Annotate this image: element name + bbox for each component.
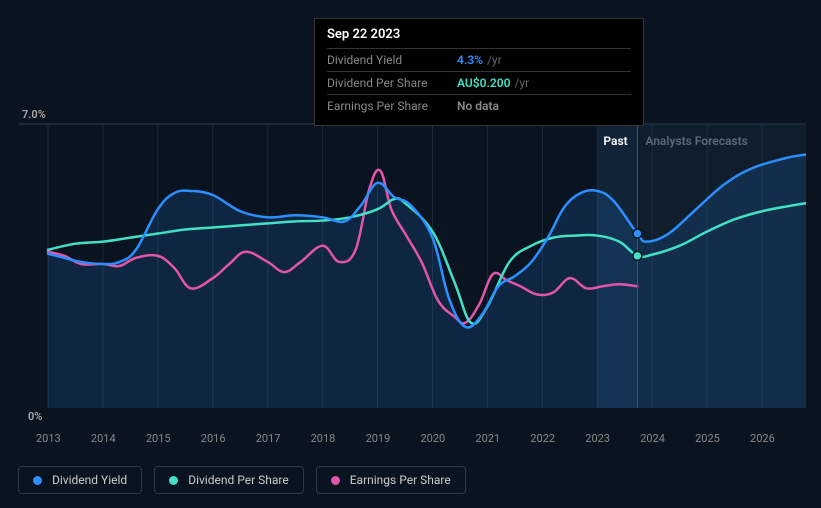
x-axis-tick-label: 2016 — [201, 432, 226, 445]
tooltip-row: Dividend Yield 4.3% /yr — [327, 48, 631, 71]
past-region-label: Past — [603, 134, 627, 148]
tooltip-value: No data — [457, 99, 499, 113]
tooltip-label: Dividend Yield — [327, 53, 457, 67]
x-axis-tick-label: 2023 — [585, 432, 610, 445]
legend-label: Dividend Yield — [52, 473, 127, 487]
tooltip-unit: /yr — [514, 76, 529, 90]
x-axis-tick-label: 2019 — [366, 432, 391, 445]
x-axis-tick-label: 2013 — [36, 432, 61, 445]
tooltip-value: AU$0.200 — [457, 76, 510, 90]
legend-item-dividend-per-share[interactable]: Dividend Per Share — [154, 466, 304, 494]
chart-legend: Dividend Yield Dividend Per Share Earnin… — [18, 466, 466, 494]
legend-dot-icon — [33, 476, 42, 485]
tooltip-label: Dividend Per Share — [327, 76, 457, 90]
x-axis-tick-label: 2014 — [91, 432, 116, 445]
legend-item-dividend-yield[interactable]: Dividend Yield — [18, 466, 142, 494]
tooltip-value: 4.3% — [457, 53, 483, 67]
tooltip-label: Earnings Per Share — [327, 99, 457, 113]
tooltip-unit: /yr — [487, 53, 502, 67]
legend-label: Dividend Per Share — [188, 473, 289, 487]
x-axis-tick-label: 2022 — [530, 432, 555, 445]
x-axis-tick-label: 2025 — [695, 432, 720, 445]
forecast-region-label: Analysts Forecasts — [645, 134, 747, 148]
legend-label: Earnings Per Share — [350, 473, 451, 487]
chart-plot-area[interactable] — [18, 108, 806, 424]
tooltip-row: Earnings Per Share No data — [327, 94, 631, 117]
x-axis-tick-label: 2021 — [475, 432, 500, 445]
legend-dot-icon — [331, 476, 340, 485]
tooltip-date: Sep 22 2023 — [327, 27, 631, 42]
x-axis-tick-label: 2018 — [311, 432, 336, 445]
x-axis-tick-label: 2020 — [420, 432, 445, 445]
x-axis-tick-label: 2015 — [146, 432, 171, 445]
tooltip-row: Dividend Per Share AU$0.200 /yr — [327, 71, 631, 94]
x-axis-tick-label: 2026 — [750, 432, 775, 445]
x-axis-tick-label: 2017 — [256, 432, 281, 445]
legend-item-earnings-per-share[interactable]: Earnings Per Share — [316, 466, 466, 494]
chart-tooltip: Sep 22 2023 Dividend Yield 4.3% /yr Divi… — [314, 18, 644, 126]
x-axis-tick-label: 2024 — [640, 432, 665, 445]
legend-dot-icon — [169, 476, 178, 485]
